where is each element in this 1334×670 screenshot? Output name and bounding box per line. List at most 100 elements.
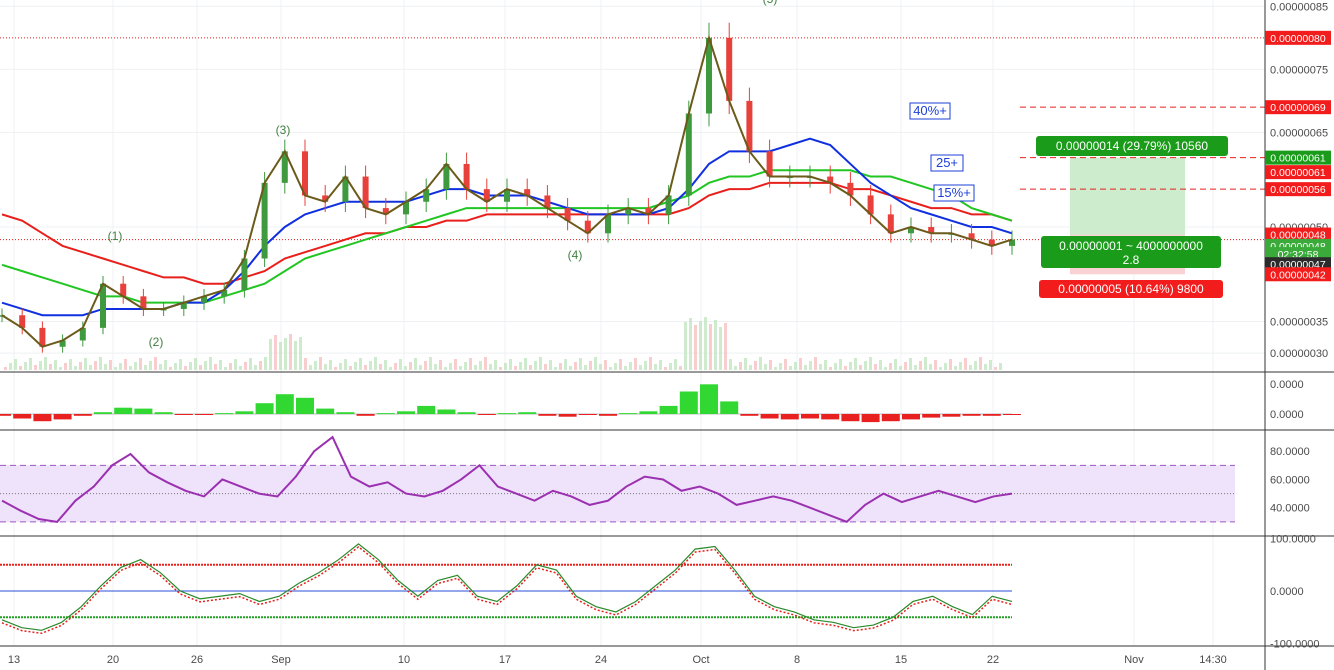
stoch-axis-tick-label: -100.0000 — [1270, 638, 1320, 650]
stoch-d-line — [1, 545, 1013, 635]
volume-bar — [434, 364, 437, 370]
volume-bar — [344, 359, 347, 370]
macd-histogram — [0, 384, 1021, 423]
macd-bar — [457, 412, 476, 414]
volume-bar — [104, 364, 107, 370]
volume-bars — [4, 317, 1002, 370]
volume-bar — [119, 363, 122, 370]
macd-bar — [296, 397, 314, 414]
volume-bar — [604, 360, 607, 370]
volume-bar — [974, 361, 977, 370]
rsi-line — [1, 435, 1013, 524]
macd-bar — [114, 407, 133, 414]
volume-bar — [924, 357, 927, 370]
macd-bar — [841, 414, 860, 422]
macd-bar — [336, 412, 355, 414]
volume-bar — [99, 357, 102, 370]
volume-bar — [14, 359, 17, 370]
candle-body — [908, 226, 914, 234]
volume-bar — [264, 357, 267, 370]
volume-bar — [444, 367, 447, 370]
volume-bar — [589, 361, 592, 370]
macd-bar — [599, 414, 617, 416]
volume-bar — [739, 362, 742, 370]
candle-body — [645, 208, 652, 215]
wave-label: (3) — [276, 123, 291, 137]
volume-bar — [324, 364, 327, 370]
volume-bar — [474, 365, 477, 370]
candle-body — [988, 239, 995, 246]
price-tag — [1265, 227, 1331, 242]
price-tag-label: 0.00000080 — [1270, 33, 1326, 45]
volume-bar — [214, 364, 217, 370]
macd-bar — [760, 414, 779, 419]
target-label: 40%+ — [913, 103, 947, 118]
candle-body — [39, 327, 46, 347]
volume-bar — [624, 366, 627, 370]
macd-bar — [982, 414, 1001, 416]
volume-bar — [464, 362, 467, 370]
volume-bar — [929, 364, 932, 370]
price-axis-tick-label: 0.00000065 — [1270, 127, 1328, 139]
macd-bar — [94, 412, 112, 414]
volume-bar — [879, 360, 882, 370]
price-tag — [1265, 182, 1331, 197]
volume-bar — [314, 361, 317, 370]
volume-bar — [194, 358, 197, 370]
price-tag — [1265, 267, 1331, 282]
stoch-axis-tick-label: 0.0000 — [1270, 586, 1304, 598]
price-tag-label: 0.00000069 — [1270, 102, 1326, 114]
volume-bar — [354, 362, 357, 370]
volume-bar — [934, 360, 937, 370]
candle-body — [241, 258, 248, 291]
volume-bar — [364, 365, 367, 370]
volume-bar — [369, 361, 372, 370]
wave-label: (4) — [568, 248, 583, 262]
volume-bar — [674, 359, 677, 370]
volume-bar — [634, 358, 637, 370]
volume-bar — [19, 366, 22, 370]
candle-body — [120, 283, 127, 297]
volume-bar — [9, 363, 12, 370]
position-ratio-label: 0.00000001 ~ 4000000000 — [1059, 239, 1203, 253]
volume-bar — [594, 357, 597, 370]
time-axis-tick-label: 26 — [191, 654, 203, 666]
volume-bar — [414, 358, 417, 370]
volume-bar — [389, 367, 392, 370]
volume-bar — [864, 361, 867, 370]
candle-body — [766, 151, 773, 177]
target-label-box — [930, 154, 964, 172]
volume-bar — [754, 361, 757, 370]
volume-bar — [509, 359, 512, 370]
price-tag — [1265, 30, 1331, 45]
volume-bar — [964, 358, 967, 370]
volume-bar — [54, 360, 57, 370]
volume-bar — [379, 364, 382, 370]
macd-bar — [558, 414, 577, 417]
macd-bar — [417, 405, 436, 414]
price-tag-label: 0.00000061 — [1270, 167, 1326, 179]
volume-bar — [44, 357, 47, 370]
position-loss-label: 0.00000005 (10.64%) 9800 — [1058, 282, 1204, 296]
volume-bar — [514, 366, 517, 370]
candle-body — [706, 37, 712, 114]
volume-bar — [619, 359, 622, 370]
volume-bar — [609, 367, 612, 370]
candle-body — [302, 151, 308, 196]
position-ratio-badge — [1041, 236, 1221, 268]
volume-bar — [654, 364, 657, 370]
volume-bar — [234, 359, 237, 370]
volume-bar — [279, 342, 282, 370]
volume-bar — [459, 366, 462, 370]
volume-bar — [834, 363, 837, 370]
macd-bar — [861, 414, 880, 423]
volume-bar — [244, 362, 247, 370]
candle-body — [443, 163, 450, 190]
macd-bar — [316, 408, 335, 414]
volume-bar — [729, 359, 732, 370]
volume-bar — [129, 366, 132, 370]
volume-bar — [724, 323, 727, 370]
volume-bar — [394, 363, 397, 370]
volume-bar — [819, 364, 822, 370]
